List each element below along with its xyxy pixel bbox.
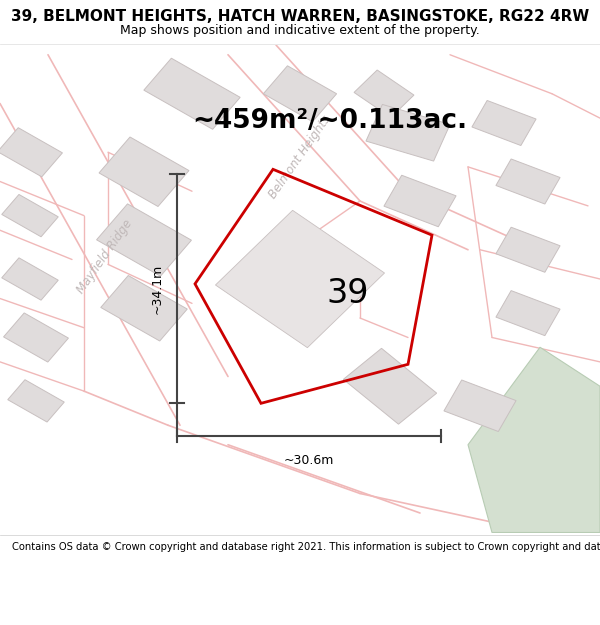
Text: Belmont Heights: Belmont Heights — [266, 113, 334, 201]
Polygon shape — [8, 380, 64, 422]
Polygon shape — [444, 380, 516, 431]
Polygon shape — [4, 313, 68, 362]
Polygon shape — [468, 348, 600, 532]
Polygon shape — [343, 348, 437, 424]
Text: 39, BELMONT HEIGHTS, HATCH WARREN, BASINGSTOKE, RG22 4RW: 39, BELMONT HEIGHTS, HATCH WARREN, BASIN… — [11, 9, 589, 24]
Polygon shape — [99, 137, 189, 206]
Polygon shape — [2, 194, 58, 237]
Polygon shape — [496, 291, 560, 336]
Polygon shape — [2, 258, 58, 300]
Polygon shape — [496, 228, 560, 272]
Polygon shape — [101, 276, 187, 341]
Polygon shape — [496, 159, 560, 204]
Polygon shape — [366, 104, 450, 161]
Polygon shape — [263, 66, 337, 122]
Text: ~459m²/~0.113ac.: ~459m²/~0.113ac. — [192, 107, 467, 134]
Text: 39: 39 — [327, 277, 369, 310]
Text: ~30.6m: ~30.6m — [284, 454, 334, 468]
Text: Contains OS data © Crown copyright and database right 2021. This information is : Contains OS data © Crown copyright and d… — [12, 542, 600, 552]
Polygon shape — [472, 101, 536, 146]
Polygon shape — [97, 204, 191, 276]
Polygon shape — [215, 211, 385, 348]
Polygon shape — [144, 58, 240, 129]
Polygon shape — [0, 127, 62, 177]
Text: Map shows position and indicative extent of the property.: Map shows position and indicative extent… — [120, 24, 480, 37]
Text: ~34.1m: ~34.1m — [151, 264, 164, 314]
Text: Mayfield Ridge: Mayfield Ridge — [74, 217, 136, 296]
Polygon shape — [354, 70, 414, 118]
Polygon shape — [384, 175, 456, 227]
